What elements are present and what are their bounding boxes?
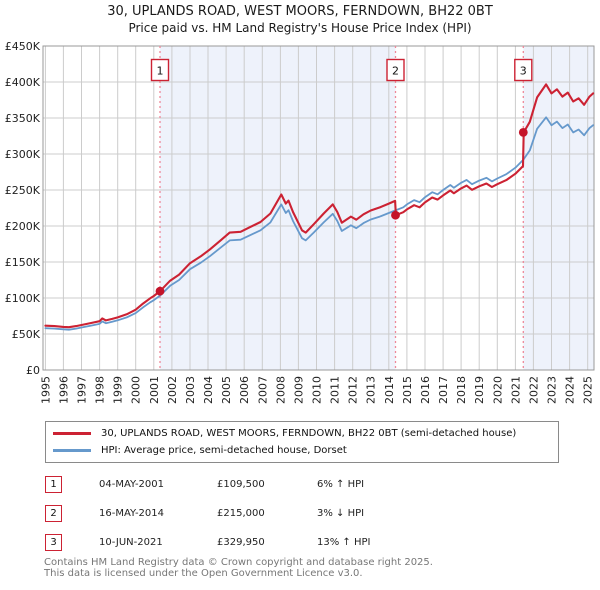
svg-text:2016: 2016: [419, 376, 432, 404]
svg-text:2008: 2008: [274, 376, 287, 404]
footer-line-2: This data is licensed under the Open Gov…: [44, 567, 363, 579]
license-footer: Contains HM Land Registry data © Crown c…: [44, 557, 433, 579]
hpi-line-swatch: [53, 449, 91, 452]
svg-text:2000: 2000: [130, 376, 143, 404]
transaction-row: 1 04-MAY-2001 £109,500 6% ↑ HPI: [45, 476, 457, 493]
svg-text:2006: 2006: [238, 376, 251, 404]
page-subtitle: Price paid vs. HM Land Registry's House …: [128, 21, 472, 35]
footer-line-1: Contains HM Land Registry data © Crown c…: [44, 557, 433, 568]
svg-text:2010: 2010: [311, 376, 324, 404]
svg-text:2012: 2012: [347, 376, 360, 404]
svg-text:2003: 2003: [184, 376, 197, 404]
transaction-number-badge: 2: [45, 505, 62, 522]
transaction-price: £109,500: [217, 479, 265, 490]
svg-text:2001: 2001: [148, 376, 161, 404]
transaction-date: 16-MAY-2014: [99, 508, 165, 519]
transaction-number-badge: 1: [45, 476, 62, 493]
svg-text:2018: 2018: [455, 376, 468, 404]
svg-text:3: 3: [520, 65, 527, 78]
transaction-price: £215,000: [217, 508, 265, 519]
svg-text:2022: 2022: [527, 376, 540, 404]
svg-text:2: 2: [392, 65, 399, 78]
transaction-date: 10-JUN-2021: [99, 537, 163, 548]
svg-text:£200K: £200K: [5, 220, 41, 233]
transaction-date: 04-MAY-2001: [99, 479, 165, 490]
svg-text:1998: 1998: [94, 376, 107, 404]
legend-label-property: 30, UPLANDS ROAD, WEST MOORS, FERNDOWN, …: [101, 428, 517, 439]
svg-text:2011: 2011: [329, 376, 342, 404]
legend-item-hpi: HPI: Average price, semi-detached house,…: [53, 442, 555, 459]
page-title: 30, UPLANDS ROAD, WEST MOORS, FERNDOWN, …: [107, 4, 493, 19]
svg-text:2023: 2023: [546, 376, 559, 404]
svg-text:1999: 1999: [112, 376, 125, 404]
svg-text:2020: 2020: [491, 376, 504, 404]
legend-item-property: 30, UPLANDS ROAD, WEST MOORS, FERNDOWN, …: [53, 425, 555, 442]
transaction-hpi-delta: 3% ↓ HPI: [317, 508, 365, 519]
svg-text:2007: 2007: [256, 376, 269, 404]
svg-text:2009: 2009: [292, 376, 305, 404]
svg-text:1997: 1997: [76, 376, 89, 404]
transaction-price: £329,950: [217, 537, 265, 548]
transactions-table: 1 04-MAY-2001 £109,500 6% ↑ HPI 2 16-MAY…: [45, 476, 457, 563]
svg-text:2013: 2013: [365, 376, 378, 404]
svg-text:£450K: £450K: [5, 40, 41, 53]
svg-text:£100K: £100K: [5, 292, 41, 305]
svg-text:1995: 1995: [39, 376, 52, 404]
svg-text:£250K: £250K: [5, 184, 41, 197]
svg-text:£400K: £400K: [5, 76, 41, 89]
transaction-number-badge: 3: [45, 534, 62, 551]
svg-text:2025: 2025: [582, 376, 595, 404]
svg-text:2024: 2024: [564, 376, 577, 404]
svg-text:2002: 2002: [166, 376, 179, 404]
transaction-hpi-delta: 13% ↑ HPI: [317, 537, 371, 548]
svg-text:2004: 2004: [202, 376, 215, 404]
svg-text:2005: 2005: [220, 376, 233, 404]
chart-header: 30, UPLANDS ROAD, WEST MOORS, FERNDOWN, …: [0, 3, 600, 36]
property-line-swatch: [53, 432, 91, 435]
svg-text:1: 1: [157, 65, 164, 78]
transaction-row: 2 16-MAY-2014 £215,000 3% ↓ HPI: [45, 505, 457, 522]
svg-text:1996: 1996: [57, 376, 70, 404]
svg-text:£50K: £50K: [12, 328, 41, 341]
svg-text:£150K: £150K: [5, 256, 41, 269]
legend-label-hpi: HPI: Average price, semi-detached house,…: [101, 445, 347, 456]
svg-text:2014: 2014: [383, 376, 396, 404]
svg-text:2019: 2019: [473, 376, 486, 404]
svg-text:£350K: £350K: [5, 112, 41, 125]
svg-text:2017: 2017: [437, 376, 450, 404]
transaction-hpi-delta: 6% ↑ HPI: [317, 479, 365, 490]
svg-text:2021: 2021: [509, 376, 522, 404]
svg-text:2015: 2015: [401, 376, 414, 404]
svg-text:£300K: £300K: [5, 148, 41, 161]
chart-legend: 30, UPLANDS ROAD, WEST MOORS, FERNDOWN, …: [45, 421, 559, 463]
transaction-row: 3 10-JUN-2021 £329,950 13% ↑ HPI: [45, 534, 457, 551]
svg-text:£0: £0: [26, 364, 40, 377]
